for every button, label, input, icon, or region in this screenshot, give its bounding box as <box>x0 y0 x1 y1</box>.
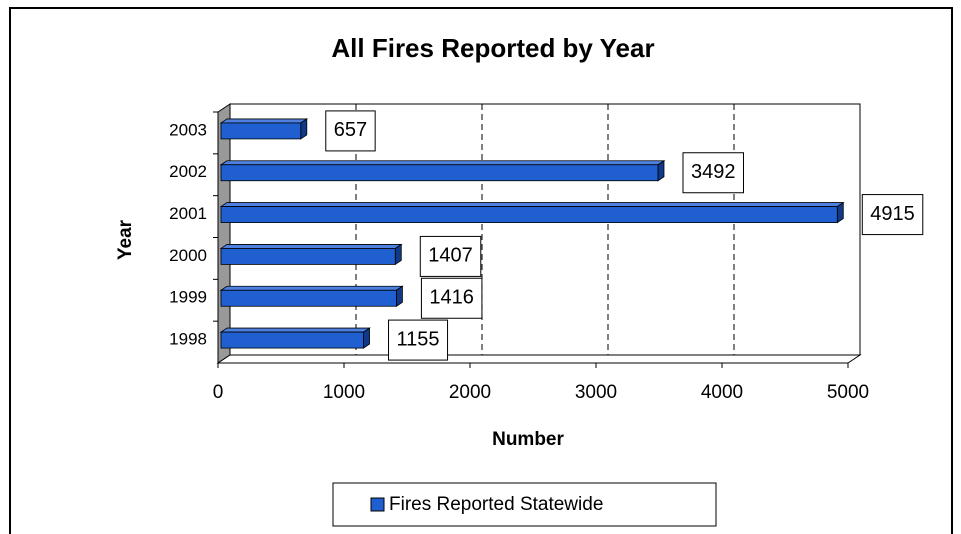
bar-top <box>219 160 666 166</box>
value-label-box <box>325 110 376 152</box>
bar <box>220 289 397 307</box>
value-label: 3492 <box>691 161 736 183</box>
bar-top <box>219 327 371 333</box>
bar-side <box>396 285 403 307</box>
value-label-box <box>861 194 924 236</box>
y-tick-label: 2001 <box>169 204 207 223</box>
value-label: 4915 <box>870 203 915 225</box>
x-tick-label: 2000 <box>449 382 491 403</box>
y-tick-label: 2000 <box>169 246 207 265</box>
chart-title: All Fires Reported by Year <box>331 33 654 63</box>
back-wall <box>229 103 861 356</box>
bar-side <box>394 243 402 266</box>
bar-side <box>657 160 665 182</box>
value-label: 1155 <box>397 328 440 350</box>
bar-top <box>219 202 845 207</box>
x-axis-label: Number <box>492 429 564 450</box>
y-tick-label: 1999 <box>169 288 207 307</box>
x-tick-label: 4000 <box>701 382 743 403</box>
bar <box>220 164 659 182</box>
x-tick-label: 5000 <box>827 382 869 403</box>
bar-top <box>219 285 404 291</box>
bar-side <box>363 327 370 349</box>
y-tick-label: 2002 <box>169 162 207 181</box>
bar <box>220 122 302 140</box>
x-tick-label: 3000 <box>575 382 617 403</box>
legend-box <box>332 482 717 527</box>
value-label: 1407 <box>428 245 473 267</box>
legend: Fires Reported Statewide <box>332 482 717 527</box>
value-label-box <box>682 152 744 194</box>
value-label-box <box>419 235 482 277</box>
x-tick-label: 0 <box>213 382 224 403</box>
bar <box>220 206 838 223</box>
bar-side <box>300 118 308 140</box>
floor <box>216 354 862 364</box>
value-label: 657 <box>334 119 367 141</box>
value-label: 1416 <box>429 287 474 309</box>
value-label-box <box>420 277 483 319</box>
y-axis-label: Year <box>115 219 136 260</box>
value-label-box <box>388 319 449 361</box>
bar-top <box>219 244 403 249</box>
y-tick-label: 2003 <box>169 120 207 139</box>
bar-side <box>836 201 844 224</box>
side-wall <box>217 103 231 364</box>
bar-top <box>219 118 309 124</box>
bar <box>220 248 396 265</box>
bar <box>220 331 364 349</box>
y-tick-label: 1998 <box>169 330 207 349</box>
legend-label: Fires Reported Statewide <box>389 494 603 515</box>
legend-swatch <box>370 497 385 512</box>
x-tick-label: 1000 <box>323 382 365 403</box>
